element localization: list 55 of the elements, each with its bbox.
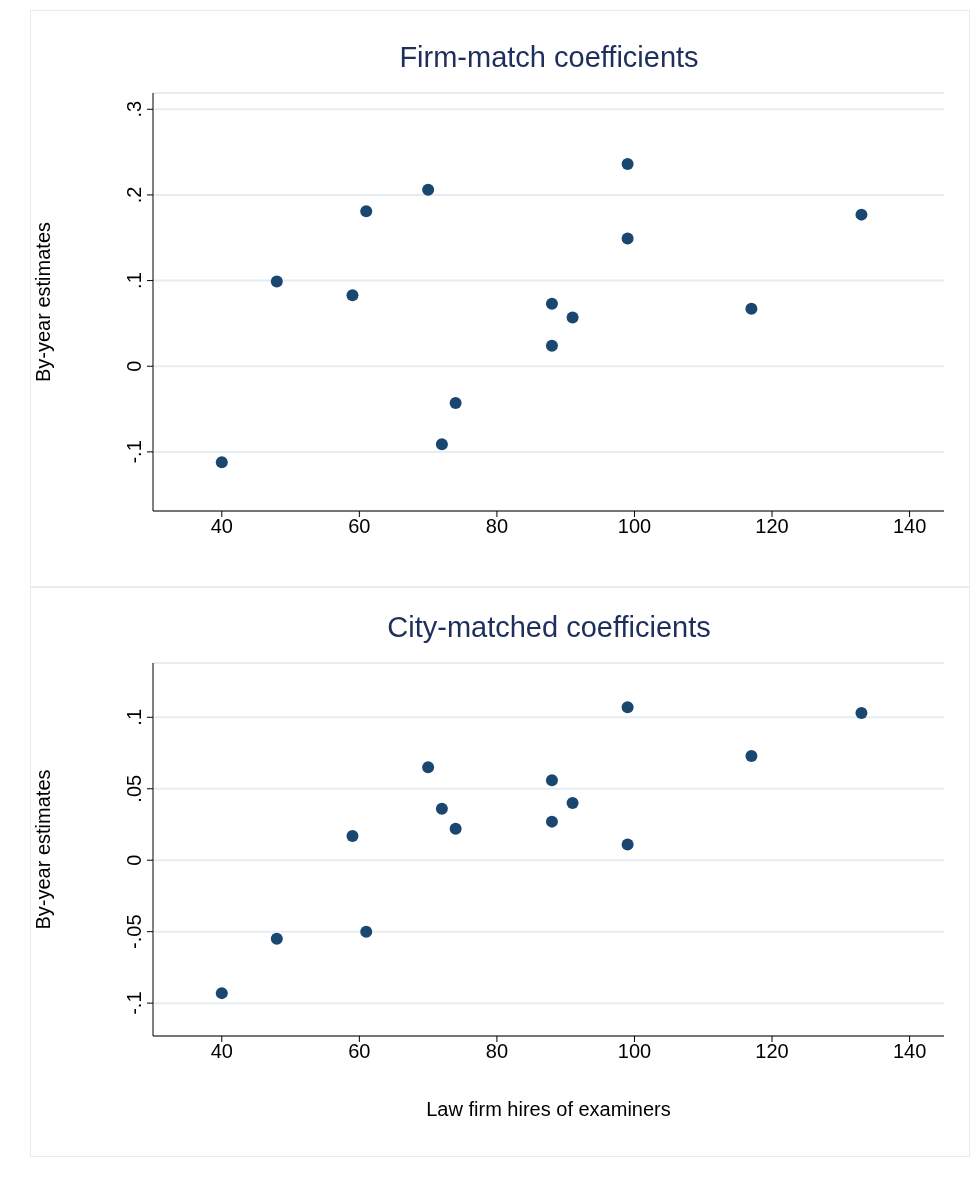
point: [621, 232, 634, 245]
point: [545, 297, 558, 310]
point: [545, 815, 558, 828]
point: [545, 339, 558, 352]
y-tick-label: -.1: [123, 991, 145, 1015]
point: [346, 829, 359, 842]
point: [745, 302, 758, 315]
chart-title: Firm-match coefficients: [398, 41, 700, 74]
point: [449, 822, 462, 835]
point: [449, 397, 462, 410]
y-tick-label: -.05: [123, 914, 145, 949]
point: [745, 749, 758, 762]
chart-title: City-matched coefficients: [386, 611, 712, 644]
x-tick-label: 100: [617, 1040, 652, 1063]
x-tick-label: 100: [617, 515, 652, 538]
point: [422, 183, 435, 196]
y-tick-label: .1: [123, 272, 145, 289]
point: [360, 205, 373, 218]
point: [566, 797, 579, 810]
x-tick-label: 120: [755, 1040, 789, 1063]
x-tick-label: 140: [892, 515, 927, 538]
y-tick-label: .05: [123, 774, 145, 803]
point: [215, 456, 228, 469]
y-tick-label: 0: [123, 854, 145, 866]
point: [621, 838, 634, 851]
point: [855, 707, 868, 720]
point: [855, 208, 868, 221]
point: [435, 802, 448, 815]
point: [621, 158, 634, 171]
point: [270, 275, 283, 288]
y-axis-title: By-year estimates: [32, 221, 55, 383]
x-tick-label: 60: [348, 1040, 371, 1063]
point: [360, 925, 373, 938]
x-tick-label: 80: [485, 515, 509, 538]
point: [621, 701, 634, 714]
x-axis-title: Law firm hires of examiners: [426, 1098, 671, 1120]
point: [435, 438, 448, 451]
x-tick-label: 40: [210, 515, 233, 538]
y-tick-label: 0: [123, 360, 145, 372]
y-axis-title: By-year estimates: [32, 769, 55, 930]
x-tick-label: 140: [892, 1040, 927, 1063]
y-tick-label: .2: [123, 186, 145, 204]
x-tick-label: 40: [210, 1040, 233, 1063]
point: [215, 987, 228, 1000]
point: [566, 311, 579, 324]
point: [422, 761, 435, 774]
point: [545, 774, 558, 787]
point: [270, 932, 283, 945]
x-tick-label: 120: [755, 515, 789, 538]
point: [346, 289, 359, 302]
x-tick-label: 80: [485, 1040, 509, 1063]
y-tick-label: -.1: [123, 440, 145, 464]
y-tick-label: .1: [123, 708, 145, 726]
x-tick-label: 60: [348, 515, 371, 538]
y-tick-label: .3: [123, 100, 145, 118]
